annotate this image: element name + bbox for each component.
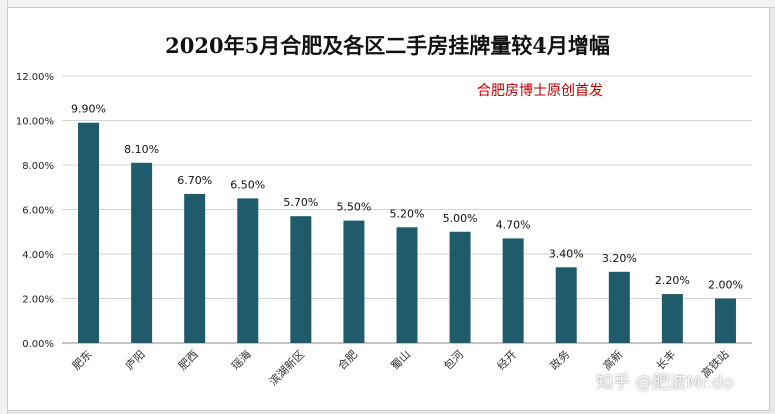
data-label: 5.20% [390,207,425,220]
bar [131,162,153,343]
data-label: 9.90% [71,103,106,116]
bar [714,298,736,343]
bar [290,216,312,343]
data-label: 8.10% [124,143,159,156]
bar [449,231,471,343]
data-label: 4.70% [496,218,531,231]
category-label: 合肥 [335,347,360,372]
category-label: 政务 [547,347,572,372]
category-label: 瑶海 [228,347,253,372]
bar [555,267,577,343]
category-label: 庐阳 [122,347,147,372]
category-label: 经开 [495,348,520,373]
data-label: 5.00% [443,212,478,225]
chart-title: 2020年5月合肥及各区二手房挂牌量较4月增幅 [165,33,610,58]
bar [608,271,630,343]
category-label: 包河 [441,348,466,373]
source-annotation: 合肥房博士原创首发 [477,83,603,99]
y-tick-label: 2.00% [22,295,54,306]
bar [396,227,418,343]
bar [237,198,259,343]
y-tick-label: 6.00% [22,206,54,217]
y-tick-label: 12.00% [16,72,54,83]
y-tick-label: 4.00% [22,250,54,261]
zhihu-watermark: 知乎 @肥波Mr.do [596,373,734,393]
bar [661,294,683,343]
y-tick-label: 8.00% [22,161,54,172]
data-label: 6.70% [177,174,212,187]
data-label: 3.40% [549,247,584,260]
y-tick-label: 0.00% [22,339,54,350]
bar [184,193,206,343]
category-label: 肥东 [70,348,95,373]
bar [343,220,365,343]
bar [502,238,524,343]
bar [78,122,100,343]
category-label: 肥西 [176,348,201,373]
y-tick-label: 10.00% [16,117,54,128]
category-label: 滨湖新区 [266,347,307,388]
category-label: 蜀山 [388,348,413,373]
data-label: 5.70% [283,196,318,209]
data-label: 5.50% [336,201,371,214]
data-label: 6.50% [230,178,265,191]
data-label: 2.20% [655,274,690,287]
data-label: 3.20% [602,252,637,265]
data-label: 2.00% [708,279,743,292]
